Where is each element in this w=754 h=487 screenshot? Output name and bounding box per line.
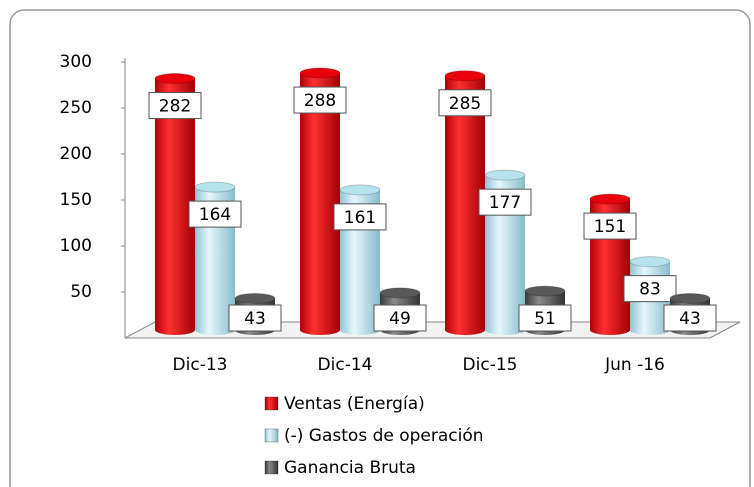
data-label-box xyxy=(518,304,572,332)
data-label-box xyxy=(623,275,677,303)
y-tick-label: 200 xyxy=(60,144,92,164)
y-tick-label: 50 xyxy=(70,282,92,302)
bar-base xyxy=(630,325,670,335)
bar-cap xyxy=(339,184,381,196)
data-label: 282 xyxy=(159,97,191,117)
x-tick-label: Dic-13 xyxy=(173,355,228,375)
y-tick-label: 100 xyxy=(60,236,92,256)
data-label-box xyxy=(148,92,202,120)
data-label-box xyxy=(333,203,387,231)
bar-cap xyxy=(379,287,421,299)
bar xyxy=(300,73,340,330)
data-label-box xyxy=(478,188,532,216)
data-label: 49 xyxy=(389,309,411,329)
y-tick-label: 250 xyxy=(60,98,92,118)
data-label: 288 xyxy=(304,91,336,111)
bar-cap xyxy=(629,256,671,268)
data-label: 83 xyxy=(639,280,661,300)
bar-cap xyxy=(484,169,526,181)
bar-cap xyxy=(444,70,486,82)
bar-cap xyxy=(669,292,711,304)
data-label-box xyxy=(293,86,347,114)
x-tick-label: Jun -16 xyxy=(604,355,665,375)
bar-base xyxy=(485,325,525,335)
legend-label: (-) Gastos de operación xyxy=(284,426,484,446)
bar-cap xyxy=(234,292,276,304)
legend-label: Ganancia Bruta xyxy=(284,458,416,478)
data-label: 161 xyxy=(344,208,376,228)
bar-base xyxy=(445,325,485,335)
x-tick-label: Dic-15 xyxy=(463,355,518,375)
data-label: 151 xyxy=(594,217,626,237)
y-tick-label: 300 xyxy=(60,52,92,72)
bar-cap xyxy=(154,73,196,85)
data-label: 285 xyxy=(449,94,481,114)
y-tick-label: 150 xyxy=(60,190,92,210)
data-label-box xyxy=(663,304,717,332)
bar-base xyxy=(195,325,235,335)
legend-swatch xyxy=(264,428,279,443)
legend-swatch xyxy=(264,460,279,475)
data-label: 43 xyxy=(679,309,701,329)
bar-base xyxy=(155,325,195,335)
data-label-box xyxy=(373,304,427,332)
bar-base xyxy=(590,325,630,335)
legend-swatch xyxy=(264,396,279,411)
bar-base xyxy=(340,325,380,335)
legend-label: Ventas (Energía) xyxy=(284,394,425,414)
bar-cap xyxy=(299,67,341,79)
bar xyxy=(445,75,485,330)
data-label-box xyxy=(583,212,637,240)
data-label: 51 xyxy=(534,309,556,329)
x-tick-label: Dic-14 xyxy=(318,355,373,375)
data-label-box xyxy=(228,304,282,332)
bar-cap xyxy=(524,285,566,297)
data-label: 177 xyxy=(489,193,521,213)
data-label-box xyxy=(438,89,492,117)
bar-cap xyxy=(194,181,236,193)
data-label-box xyxy=(188,200,242,228)
bar-cap xyxy=(589,193,631,205)
bar xyxy=(155,78,195,330)
bar-base xyxy=(300,325,340,335)
data-label: 164 xyxy=(199,205,231,225)
data-label: 43 xyxy=(244,309,266,329)
